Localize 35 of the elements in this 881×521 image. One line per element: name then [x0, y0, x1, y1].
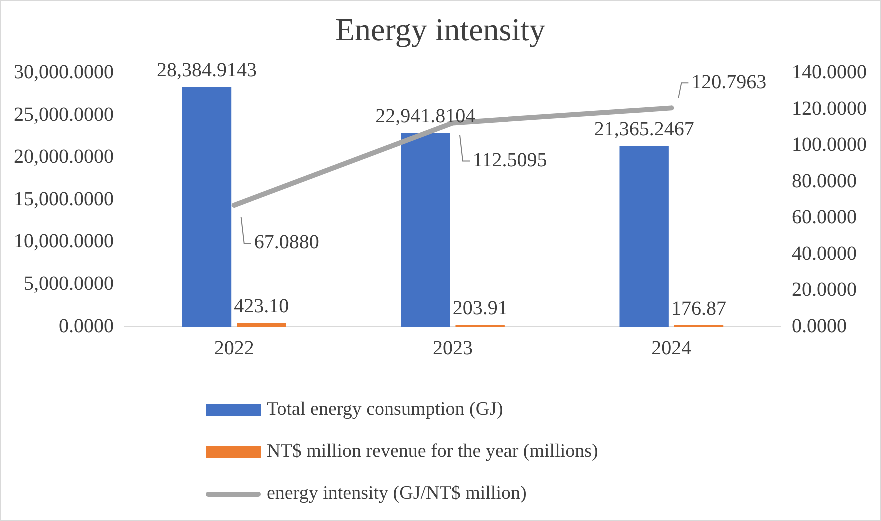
- bar: [620, 146, 669, 327]
- legend-label: Total energy consumption (GJ): [267, 399, 504, 421]
- y-tick-label: 20,000.0000: [14, 146, 114, 168]
- y2-tick-label: 40.0000: [792, 242, 857, 265]
- bar: [237, 323, 286, 327]
- y-tick-label: 10,000.0000: [14, 230, 114, 253]
- x-tick-label: 2024: [652, 337, 692, 360]
- y-tick-label: 0.0000: [59, 315, 114, 338]
- data-label: 112.5095: [473, 149, 548, 172]
- data-label: 176.87: [672, 298, 726, 320]
- y2-tick-label: 60.0000: [792, 206, 857, 229]
- data-label: 22,941.8104: [376, 105, 476, 128]
- data-label: 120.7963: [692, 71, 767, 94]
- x-tick-label: 2023: [433, 337, 473, 360]
- y-tick-label: 5,000.0000: [24, 272, 114, 295]
- data-label: 423.10: [234, 296, 290, 318]
- x-tick-label: 2022: [214, 337, 254, 360]
- data-label: 28,384.9143: [157, 59, 257, 82]
- y2-tick-label: 0.0000: [792, 315, 847, 338]
- y2-tick-label: 80.0000: [792, 170, 857, 192]
- y-tick-label: 30,000.0000: [14, 62, 114, 84]
- chart-title: Energy intensity: [335, 12, 546, 48]
- y2-tick-label: 120.0000: [792, 98, 867, 120]
- y2-tick-label: 100.0000: [792, 134, 867, 156]
- bar: [401, 133, 450, 327]
- legend-label: energy intensity (GJ/NT$ million): [267, 483, 527, 505]
- y2-tick-label: 20.0000: [792, 279, 857, 302]
- y2-tick-label: 140.0000: [792, 62, 867, 84]
- data-label: 67.0880: [254, 232, 320, 254]
- y-tick-label: 15,000.0000: [14, 188, 114, 210]
- legend-label: NT$ million revenue for the year (millions): [267, 441, 598, 463]
- bar: [182, 87, 232, 327]
- y-tick-label: 25,000.0000: [14, 104, 114, 126]
- data-label: 203.91: [452, 298, 508, 320]
- data-label: 21,365.2467: [594, 118, 694, 141]
